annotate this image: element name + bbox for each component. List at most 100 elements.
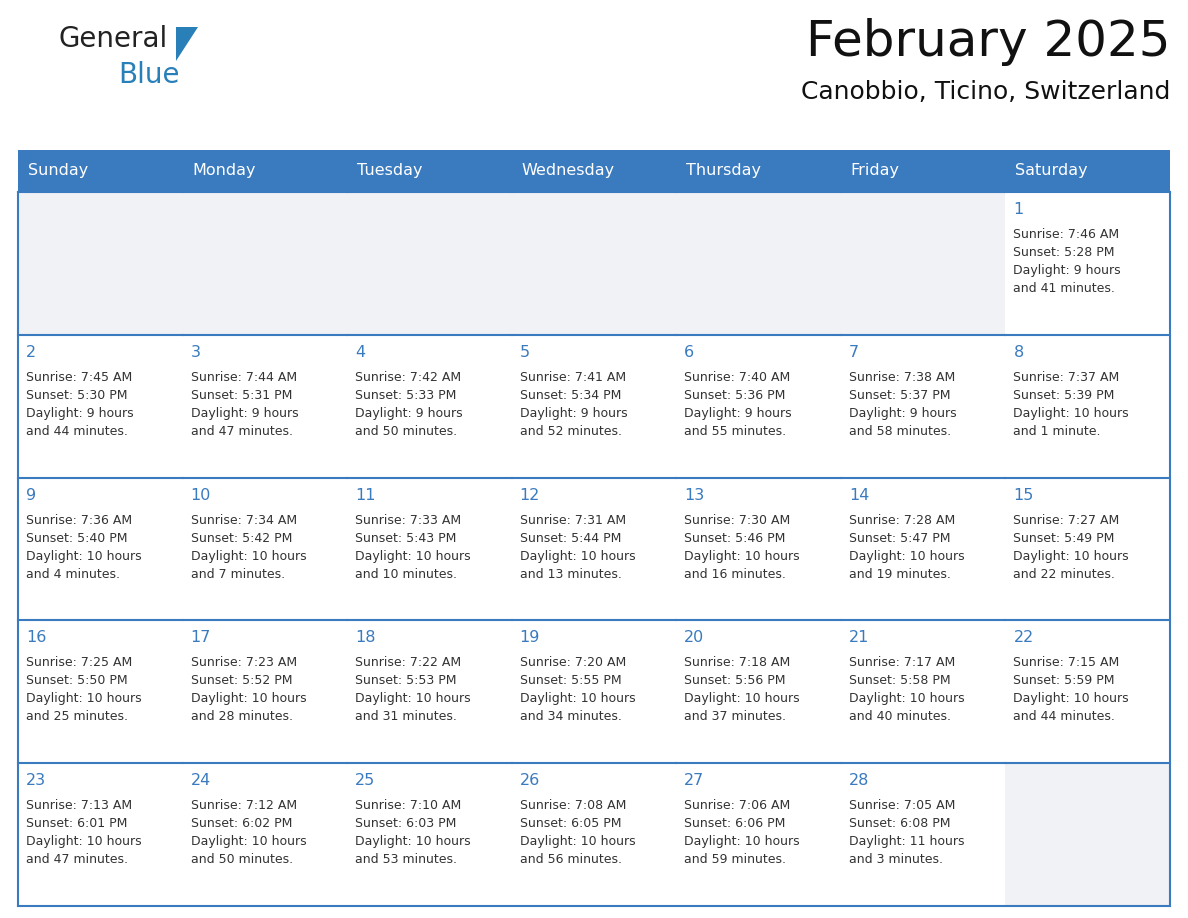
Bar: [512, 335, 676, 477]
Text: Sunset: 5:58 PM: Sunset: 5:58 PM: [849, 675, 950, 688]
Bar: [347, 335, 512, 477]
Bar: [183, 192, 347, 335]
Bar: [1005, 335, 1170, 477]
Bar: [841, 192, 1005, 335]
Text: Daylight: 9 hours: Daylight: 9 hours: [26, 407, 133, 420]
Text: 14: 14: [849, 487, 870, 502]
Text: Daylight: 10 hours: Daylight: 10 hours: [849, 550, 965, 563]
Bar: [841, 763, 1005, 906]
Text: Daylight: 11 hours: Daylight: 11 hours: [849, 835, 965, 848]
Text: Tuesday: Tuesday: [358, 163, 423, 178]
Text: Daylight: 10 hours: Daylight: 10 hours: [190, 550, 307, 563]
Text: Sunset: 5:59 PM: Sunset: 5:59 PM: [1013, 675, 1114, 688]
Text: and 52 minutes.: and 52 minutes.: [519, 425, 621, 438]
Bar: [1005, 763, 1170, 906]
Text: Friday: Friday: [851, 163, 899, 178]
Text: Sunset: 5:49 PM: Sunset: 5:49 PM: [1013, 532, 1114, 544]
Text: and 22 minutes.: and 22 minutes.: [1013, 567, 1116, 580]
Text: Sunset: 5:50 PM: Sunset: 5:50 PM: [26, 675, 127, 688]
Text: 6: 6: [684, 345, 695, 360]
Text: Daylight: 10 hours: Daylight: 10 hours: [26, 692, 141, 705]
Text: 13: 13: [684, 487, 704, 502]
Bar: [18, 150, 1170, 192]
Text: and 10 minutes.: and 10 minutes.: [355, 567, 457, 580]
Text: and 59 minutes.: and 59 minutes.: [684, 853, 786, 867]
Text: 22: 22: [1013, 631, 1034, 645]
Text: Sunset: 6:01 PM: Sunset: 6:01 PM: [26, 817, 127, 830]
Text: Monday: Monday: [192, 163, 257, 178]
Bar: [18, 192, 183, 335]
Text: Sunset: 5:43 PM: Sunset: 5:43 PM: [355, 532, 456, 544]
Text: Saturday: Saturday: [1016, 163, 1088, 178]
Text: Daylight: 9 hours: Daylight: 9 hours: [684, 407, 792, 420]
Bar: [347, 763, 512, 906]
Text: Sunrise: 7:17 AM: Sunrise: 7:17 AM: [849, 656, 955, 669]
Text: Sunrise: 7:18 AM: Sunrise: 7:18 AM: [684, 656, 790, 669]
Text: and 56 minutes.: and 56 minutes.: [519, 853, 621, 867]
Text: Blue: Blue: [118, 61, 179, 89]
Text: Daylight: 10 hours: Daylight: 10 hours: [355, 692, 470, 705]
Bar: [512, 621, 676, 763]
Text: and 4 minutes.: and 4 minutes.: [26, 567, 120, 580]
Text: Sunset: 5:33 PM: Sunset: 5:33 PM: [355, 389, 456, 402]
Text: and 40 minutes.: and 40 minutes.: [849, 711, 950, 723]
Text: 16: 16: [26, 631, 46, 645]
Text: Sunrise: 7:28 AM: Sunrise: 7:28 AM: [849, 513, 955, 527]
Text: Daylight: 10 hours: Daylight: 10 hours: [684, 550, 800, 563]
Text: 25: 25: [355, 773, 375, 789]
Bar: [183, 621, 347, 763]
Text: Sunrise: 7:13 AM: Sunrise: 7:13 AM: [26, 800, 132, 812]
Text: 19: 19: [519, 631, 541, 645]
Text: and 47 minutes.: and 47 minutes.: [190, 425, 292, 438]
Text: Sunset: 5:36 PM: Sunset: 5:36 PM: [684, 389, 785, 402]
Text: Sunrise: 7:40 AM: Sunrise: 7:40 AM: [684, 371, 790, 384]
Bar: [1005, 192, 1170, 335]
Text: Sunset: 5:31 PM: Sunset: 5:31 PM: [190, 389, 292, 402]
Text: and 13 minutes.: and 13 minutes.: [519, 567, 621, 580]
Text: Sunrise: 7:45 AM: Sunrise: 7:45 AM: [26, 371, 132, 384]
Bar: [183, 192, 347, 335]
Text: Sunset: 6:08 PM: Sunset: 6:08 PM: [849, 817, 950, 830]
Text: and 19 minutes.: and 19 minutes.: [849, 567, 950, 580]
Text: Daylight: 10 hours: Daylight: 10 hours: [1013, 407, 1129, 420]
Bar: [18, 335, 183, 477]
Text: Sunset: 6:03 PM: Sunset: 6:03 PM: [355, 817, 456, 830]
Text: Sunrise: 7:42 AM: Sunrise: 7:42 AM: [355, 371, 461, 384]
Text: 21: 21: [849, 631, 870, 645]
Text: Daylight: 10 hours: Daylight: 10 hours: [190, 692, 307, 705]
Text: and 41 minutes.: and 41 minutes.: [1013, 282, 1116, 295]
Bar: [347, 192, 512, 335]
Text: Daylight: 10 hours: Daylight: 10 hours: [519, 692, 636, 705]
Text: 8: 8: [1013, 345, 1024, 360]
Text: Sunrise: 7:23 AM: Sunrise: 7:23 AM: [190, 656, 297, 669]
Text: Sunrise: 7:20 AM: Sunrise: 7:20 AM: [519, 656, 626, 669]
Text: and 53 minutes.: and 53 minutes.: [355, 853, 457, 867]
Text: 4: 4: [355, 345, 365, 360]
Text: and 34 minutes.: and 34 minutes.: [519, 711, 621, 723]
Text: Sunrise: 7:41 AM: Sunrise: 7:41 AM: [519, 371, 626, 384]
Text: Daylight: 9 hours: Daylight: 9 hours: [519, 407, 627, 420]
Text: and 25 minutes.: and 25 minutes.: [26, 711, 128, 723]
Text: 2: 2: [26, 345, 36, 360]
Text: Thursday: Thursday: [687, 163, 762, 178]
Text: 12: 12: [519, 487, 541, 502]
Bar: [183, 477, 347, 621]
Text: 26: 26: [519, 773, 541, 789]
Text: Sunset: 5:30 PM: Sunset: 5:30 PM: [26, 389, 127, 402]
Bar: [676, 192, 841, 335]
Text: Sunset: 5:37 PM: Sunset: 5:37 PM: [849, 389, 950, 402]
Text: General: General: [58, 25, 168, 53]
Text: Sunrise: 7:15 AM: Sunrise: 7:15 AM: [1013, 656, 1119, 669]
Bar: [18, 763, 183, 906]
Text: Daylight: 10 hours: Daylight: 10 hours: [849, 692, 965, 705]
Bar: [841, 477, 1005, 621]
Text: and 58 minutes.: and 58 minutes.: [849, 425, 950, 438]
Text: 20: 20: [684, 631, 704, 645]
Text: and 44 minutes.: and 44 minutes.: [1013, 711, 1116, 723]
Text: Sunset: 5:55 PM: Sunset: 5:55 PM: [519, 675, 621, 688]
Text: 9: 9: [26, 487, 36, 502]
Text: and 50 minutes.: and 50 minutes.: [190, 853, 292, 867]
Text: Sunset: 5:28 PM: Sunset: 5:28 PM: [1013, 246, 1114, 259]
Text: Sunset: 6:02 PM: Sunset: 6:02 PM: [190, 817, 292, 830]
Text: Sunset: 5:42 PM: Sunset: 5:42 PM: [190, 532, 292, 544]
